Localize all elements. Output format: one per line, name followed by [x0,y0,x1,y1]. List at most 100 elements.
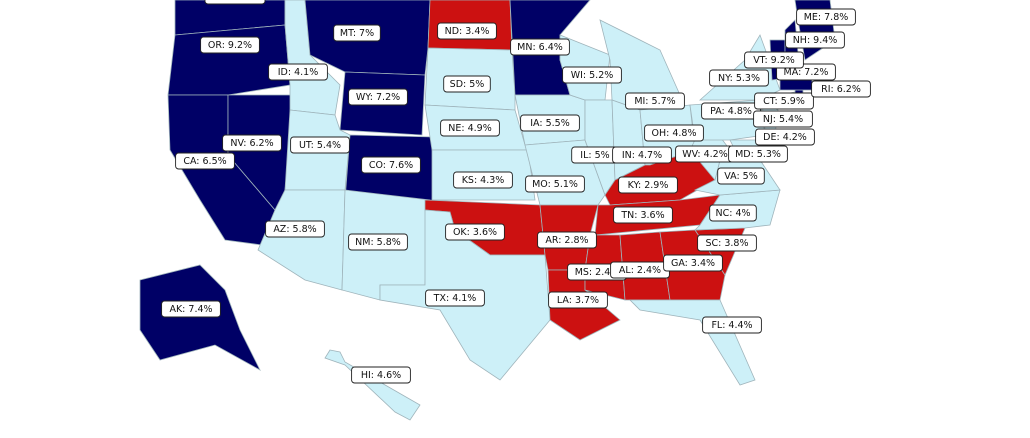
state-label: SC: 3.8% [705,238,748,249]
state-label: IN: 4.7% [622,150,662,161]
state-label: CA: 6.5% [183,156,226,167]
state-label: OH: 4.8% [652,128,697,139]
state-label: MN: 6.4% [517,42,563,53]
label-box [445,223,505,241]
state-label: NE: 4.9% [448,123,491,134]
label-box [510,38,570,56]
label-box [785,31,845,49]
state-label: KS: 4.3% [462,175,505,186]
label-box [618,176,678,194]
state-label: RI: 6.2% [821,84,861,95]
state-label: WI: 5.2% [571,70,614,81]
label-box [702,316,762,334]
state-label: ID: 4.1% [278,67,318,78]
label-box [548,291,608,309]
label-box [333,24,381,42]
label-box [175,152,235,170]
labels: OR: 9.2% CA: 6.5% NV: 6.2% ID: 4.1% MT: 7% WY… [161,8,871,384]
state-shape [167,24,291,96]
state-label: AK: 7.4% [169,304,212,315]
state-label: NJ: 5.4% [763,114,803,125]
state-label: TN: 3.6% [620,210,664,221]
state-shape [324,349,421,421]
label-box [755,128,815,146]
state-label: LA: 3.7% [557,295,599,306]
state-label: OK: 3.6% [453,227,497,238]
state-label: VA: 5% [724,171,758,182]
state-label: NM: 5.8% [355,237,401,248]
label-box [537,231,597,249]
state-label: MS: 2.4% [575,267,620,278]
state-label: NY: 5.3% [718,73,760,84]
label-box [811,80,871,98]
cut-label-box [204,0,266,5]
label-box [796,8,856,26]
state-label: ME: 7.8% [804,12,849,23]
state-label: MT: 7% [340,28,374,39]
label-box [520,114,580,132]
state-label: OR: 9.2% [208,40,252,51]
state-label: HI: 4.6% [361,370,401,381]
label-box [348,233,408,251]
label-box [437,22,497,40]
state-shape [139,264,261,371]
state-label: GA: 3.4% [671,258,715,269]
label-box [265,220,325,238]
state-label: ND: 3.4% [445,26,490,37]
label-box [612,146,672,164]
state-label: MO: 5.1% [532,179,578,190]
state-label: NH: 9.4% [793,35,838,46]
label-box [351,366,411,384]
label-box [753,110,813,128]
state-label: KY: 2.9% [628,180,669,191]
state-label: CO: 7.6% [369,160,413,171]
state-label: AZ: 5.8% [273,224,316,235]
state-label: WY: 7.2% [356,92,400,103]
state-label: AL: 2.4% [619,265,661,276]
label-box [200,36,260,54]
label-box [425,289,485,307]
state-label: TX: 4.1% [433,293,477,304]
label-box [453,171,513,189]
label-box [268,63,328,81]
label-box [644,124,704,142]
state-label: UT: 5.4% [299,140,341,151]
state-label: MI: 5.7% [634,96,675,107]
label-box [222,134,282,152]
state-label: FL: 4.4% [711,320,752,331]
label-box [161,300,221,318]
label-box [290,136,350,154]
label-box [348,88,408,106]
label-box [728,145,788,163]
label-box [625,92,685,110]
state-label: NV: 6.2% [230,138,273,149]
label-box [744,51,804,69]
state-label: IA: 5.5% [530,118,570,129]
state-label: CT: 5.9% [763,96,805,107]
label-box [717,167,765,185]
label-box [562,66,622,84]
label-box [361,156,421,174]
label-box [440,119,500,137]
label-box [709,69,769,87]
state-label: IL: 5% [580,150,609,161]
state-label: AR: 2.8% [545,235,588,246]
label-box [443,75,491,93]
state-label: MA: 7.2% [784,67,829,78]
label-box [754,92,814,110]
state-label: WV: 4.2% [682,149,727,160]
state-label: MD: 5.3% [735,149,781,160]
label-box [697,234,757,252]
state-shape [629,299,756,386]
state-label: DE: 4.2% [763,132,807,143]
state-label: VT: 9.2% [753,55,795,66]
label-box [709,204,757,222]
state-label: PA: 4.8% [710,106,752,117]
label-box [613,206,673,224]
label-box [525,175,585,193]
state-label: NC: 4% [715,208,750,219]
label-box [663,254,723,272]
state-label: SD: 5% [450,79,485,90]
